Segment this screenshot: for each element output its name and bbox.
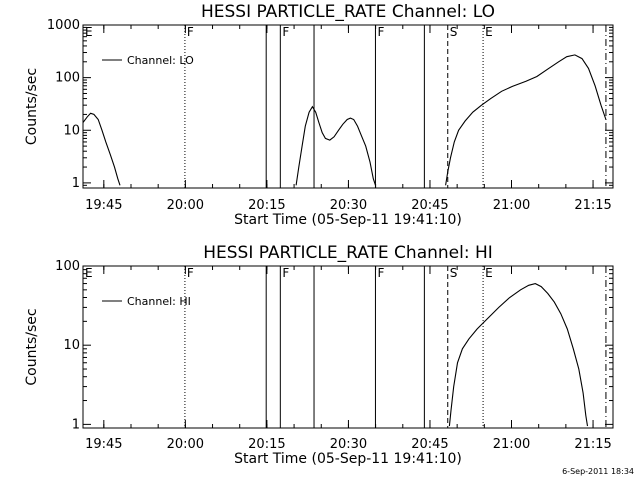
- x-axis-label: Start Time (05-Sep-11 19:41:10): [234, 451, 462, 467]
- x-tick-label: 19:45: [85, 198, 122, 213]
- event-marker-label: F: [377, 25, 384, 39]
- y-axis-label: Counts/sec: [24, 68, 40, 145]
- legend-label: Channel: LO: [127, 54, 194, 67]
- event-marker-label: E: [485, 266, 493, 280]
- x-tick-label: 20:30: [330, 198, 367, 213]
- x-tick-label: 21:15: [574, 198, 611, 213]
- y-tick-label: 1000: [47, 18, 80, 33]
- event-marker-label: S: [450, 266, 458, 280]
- event-marker-label: F: [282, 266, 289, 280]
- footer-timestamp: 6-Sep-2011 18:34: [562, 467, 634, 476]
- event-marker-label: F: [377, 266, 384, 280]
- x-tick-label: 21:00: [493, 198, 530, 213]
- event-marker-label: E: [85, 25, 93, 39]
- plot-frame: [82, 265, 614, 429]
- x-tick-label: 20:45: [411, 198, 448, 213]
- x-tick-label: 21:00: [493, 437, 530, 452]
- x-tick-label: 20:00: [167, 198, 204, 213]
- chart-title: HESSI PARTICLE_RATE Channel: HI: [203, 243, 493, 263]
- x-axis-label: Start Time (05-Sep-11 19:41:10): [234, 212, 462, 228]
- hi-channel-panel: HESSI PARTICLE_RATE Channel: HI E F F F S E 1 10…: [24, 243, 614, 467]
- series-line-channel-hi: [448, 283, 589, 427]
- event-marker-label: F: [187, 25, 194, 39]
- y-tick-label: 1: [72, 417, 80, 432]
- x-tick-label: 20:15: [248, 437, 285, 452]
- legend-label: Channel: HI: [127, 295, 191, 308]
- series-line-channel-lo: [295, 105, 377, 186]
- event-marker-label: S: [450, 25, 458, 39]
- series-line-channel-lo: [83, 112, 121, 186]
- event-marker-label: F: [187, 266, 194, 280]
- x-tick-label: 20:00: [167, 437, 204, 452]
- y-tick-label: 10: [63, 123, 80, 138]
- x-tick-label: 20:45: [411, 437, 448, 452]
- lo-channel-panel: HESSI PARTICLE_RATE Channel: LO E F F F S E 1 10…: [24, 2, 614, 228]
- plot-frame: [82, 24, 614, 189]
- x-tick-label: 20:30: [330, 437, 367, 452]
- y-axis-label: Counts/sec: [24, 308, 40, 385]
- y-tick-label: 100: [55, 259, 80, 274]
- x-tick-label: 20:15: [248, 198, 285, 213]
- x-tick-label: 21:15: [574, 437, 611, 452]
- event-marker-label: E: [85, 266, 93, 280]
- event-marker-label: E: [485, 25, 493, 39]
- y-tick-label: 100: [55, 71, 80, 86]
- series-line-channel-lo: [445, 54, 607, 186]
- chart-title: HESSI PARTICLE_RATE Channel: LO: [201, 2, 495, 22]
- y-tick-label: 1: [72, 176, 80, 191]
- y-tick-label: 10: [63, 338, 80, 353]
- x-tick-label: 19:45: [85, 437, 122, 452]
- event-marker-label: F: [282, 25, 289, 39]
